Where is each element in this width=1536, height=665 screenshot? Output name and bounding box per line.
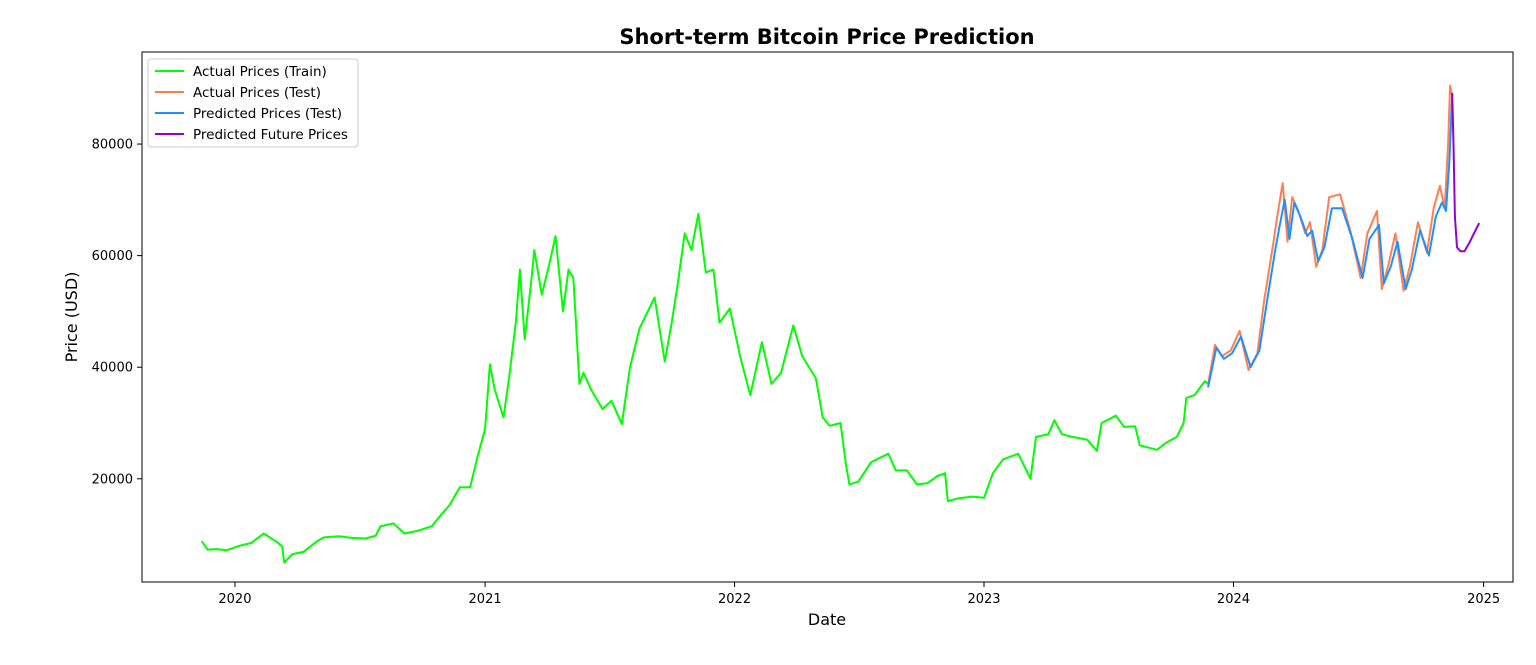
series-line-4 [1451,92,1480,253]
legend-label: Actual Prices (Test) [193,85,321,101]
x-tick-label: 2024 [1217,592,1250,607]
x-tick-label: 2023 [967,592,1000,607]
x-tick-label: 2025 [1467,592,1500,607]
x-tick-label: 2020 [218,592,251,607]
y-axis-label: Price (USD) [62,272,81,363]
y-tick-label: 20000 [92,472,133,487]
legend-label: Predicted Future Prices [193,127,348,143]
y-tick-label: 40000 [92,361,133,376]
series-line-1 [201,212,1210,564]
legend-label: Actual Prices (Train) [193,64,327,80]
series-line-3 [1207,92,1454,388]
x-axis: 2020 2021 2022 2023 2024 2025 [218,582,1500,607]
x-tick-label: 2021 [469,592,502,607]
x-axis-label: Date [808,610,846,629]
series-layer [201,84,1480,564]
legend: Actual Prices (Train) Actual Prices (Test… [147,58,359,148]
chart-title: Short-term Bitcoin Price Prediction [619,25,1034,49]
y-tick-label: 80000 [92,138,133,153]
legend-box [147,58,359,148]
legend-label: Predicted Prices (Test) [193,106,342,122]
plot-frame [141,51,1514,583]
series-line-2 [1207,84,1453,385]
legend-items: Actual Prices (Train) Actual Prices (Test… [155,64,348,143]
y-axis: 20000 40000 60000 80000 [92,138,142,487]
y-tick-label: 60000 [92,249,133,264]
x-tick-label: 2022 [718,592,751,607]
